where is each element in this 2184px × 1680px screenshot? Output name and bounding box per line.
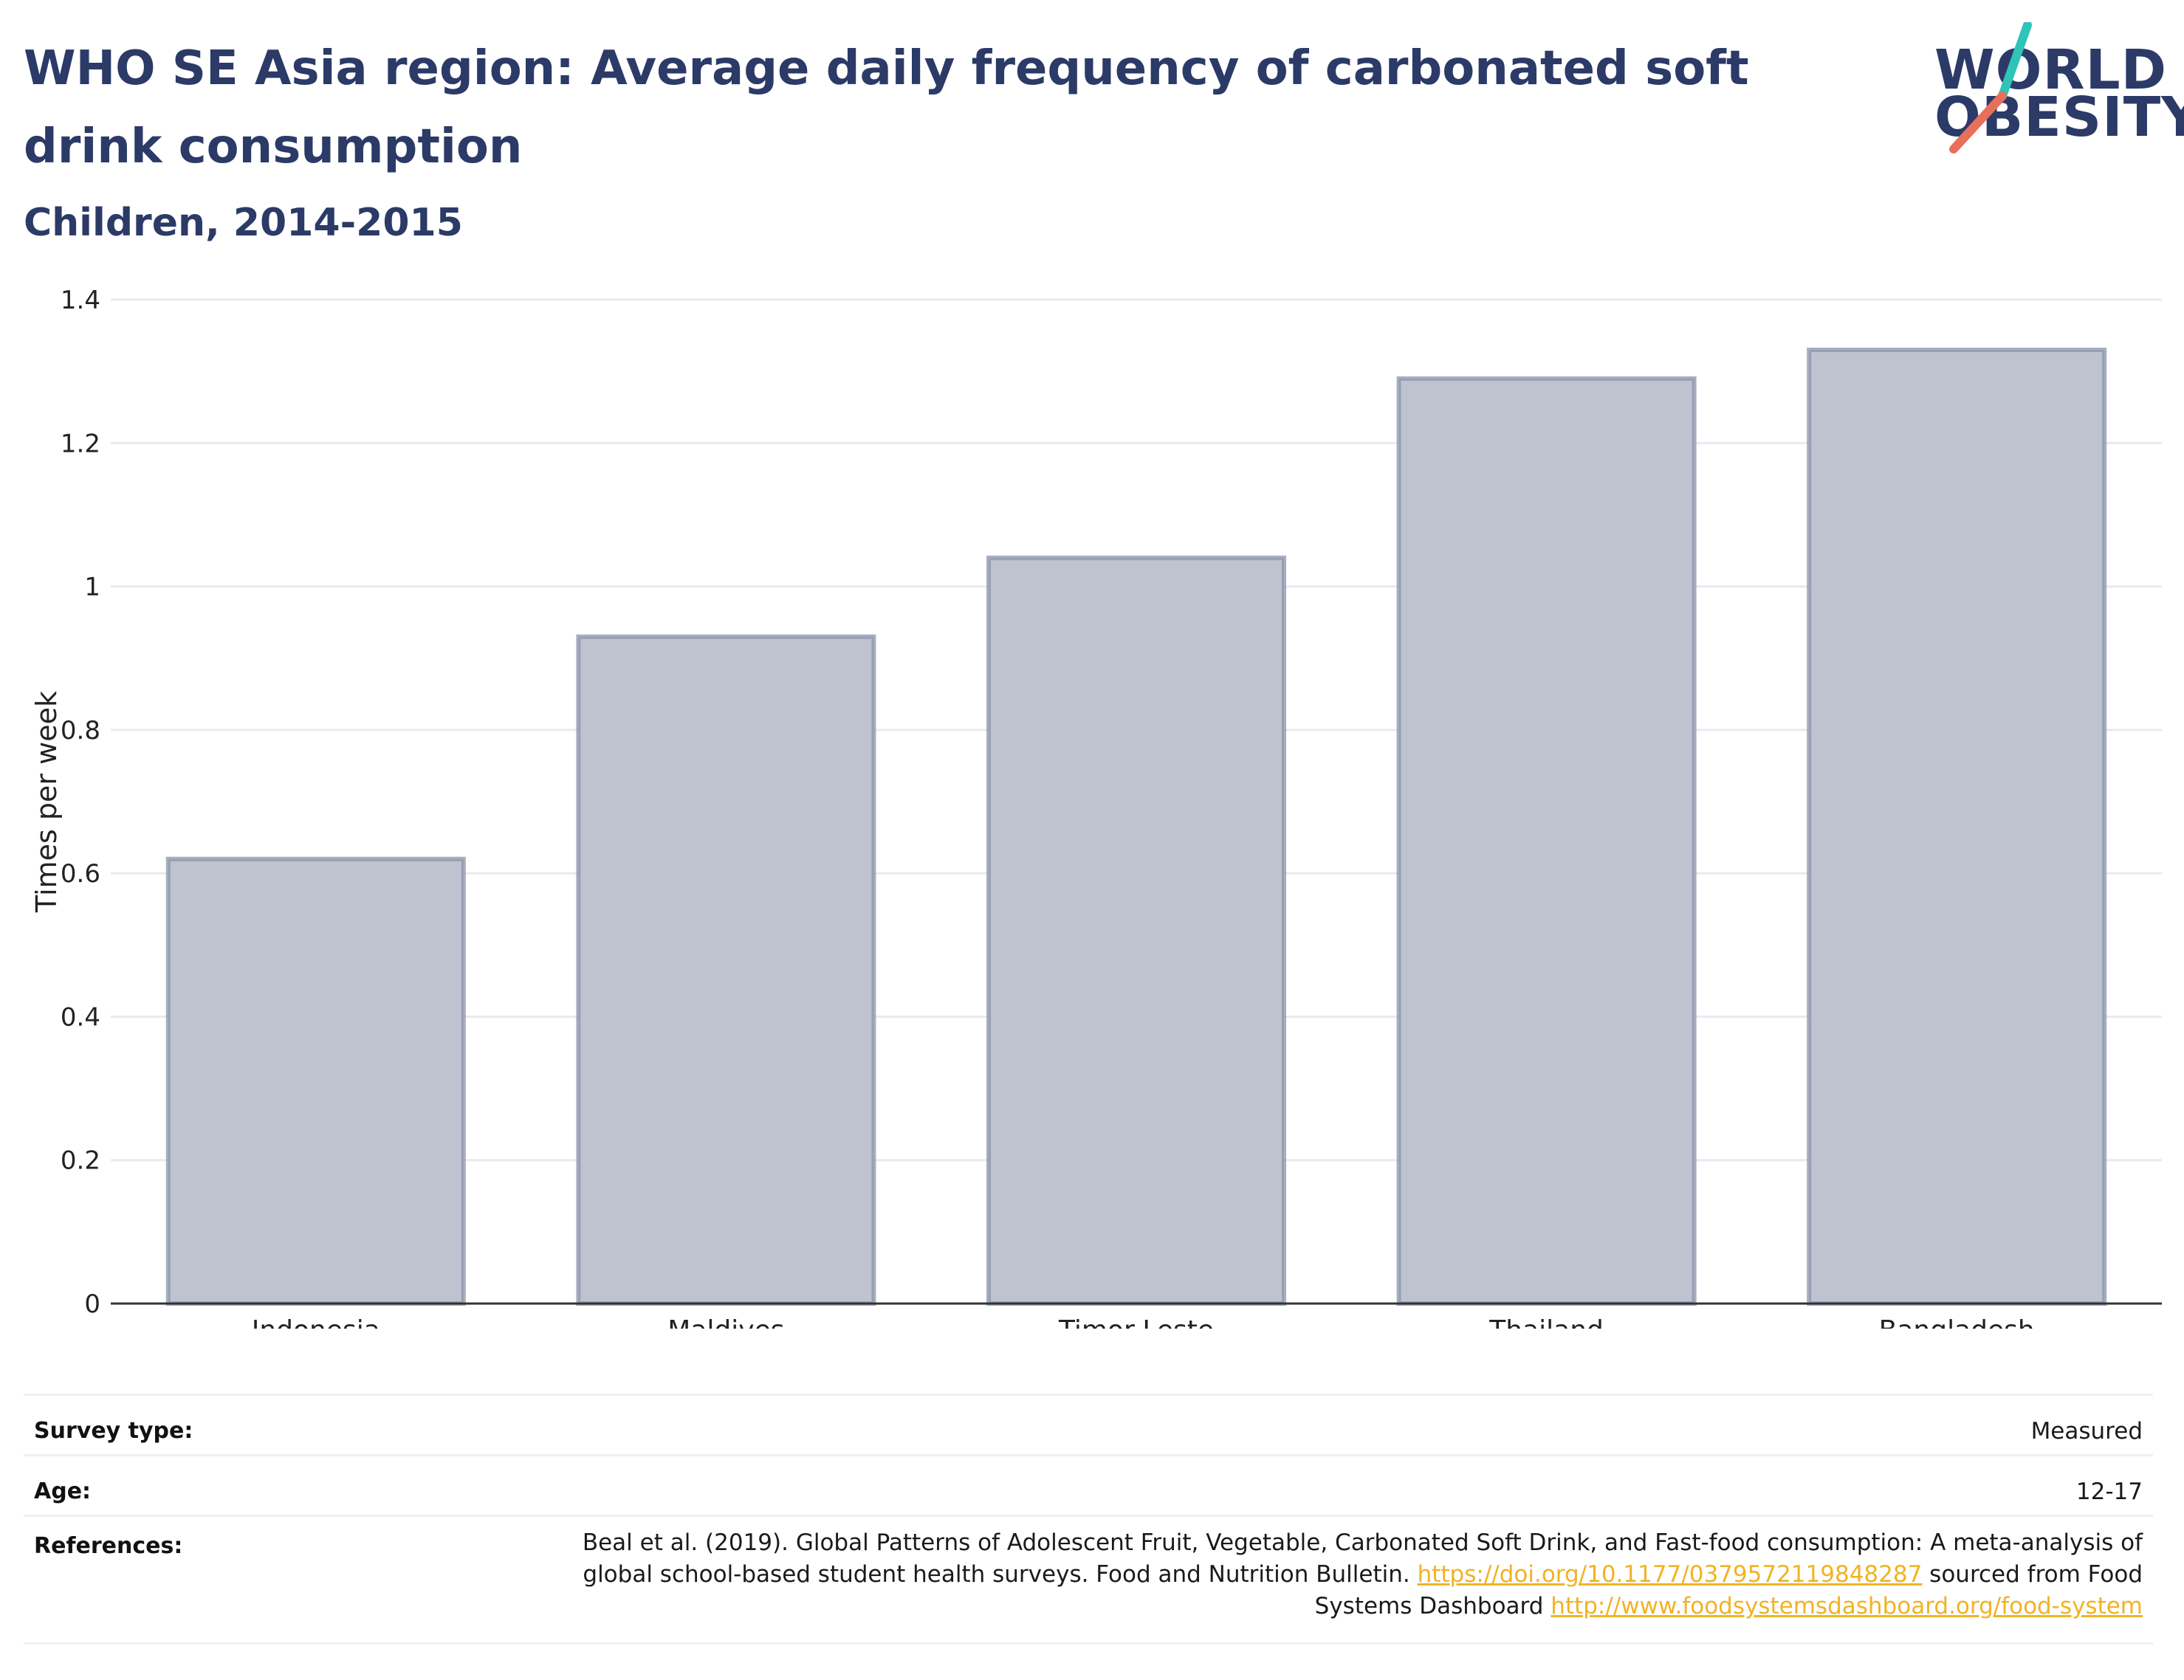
references-label: References: [34,1533,183,1559]
y-axis-label: Times per week [30,691,63,913]
y-tick-label: 0.2 [61,1146,100,1176]
reference-citation: Beal et al. (2019). Global Patterns of A… [582,1529,2143,1588]
bar-indonesia [165,856,466,1306]
logo-slash-icon [1949,22,2032,154]
age-label: Age: [34,1478,92,1504]
bar-maldives [576,634,876,1307]
bar-bangladesh [1807,348,2107,1306]
x-tick-label: Indonesia [252,1315,380,1329]
y-tick-label: 0.4 [61,1002,100,1032]
logo-line-2: OBESITY [1934,86,2184,149]
x-tick-label: Timor-Leste [1058,1315,1214,1329]
y-tick-label: 1.4 [61,286,100,315]
world-obesity-logo: WORLD OBESITY [1920,22,2184,155]
survey-type-value: Measured [2030,1418,2143,1445]
meta-row-survey-type: Survey type: Measured [24,1394,2153,1456]
chart-title: WHO SE Asia region: Average daily freque… [24,41,1749,174]
reference-source: sourced from Food Systems Dashboard [1314,1561,2143,1619]
y-tick-label: 0.8 [61,716,100,746]
x-tick-label: Maldives [667,1315,784,1329]
y-tick-label: 0.6 [61,859,100,889]
doi-link[interactable]: https://doi.org/10.1177/0379572119848287 [1417,1561,1923,1588]
bar-thailand [1396,376,1697,1306]
references-text: Beal et al. (2019). Global Patterns of A… [555,1527,2143,1622]
meta-row-age: Age: 12-17 [24,1454,2153,1517]
y-tick-label: 0 [84,1290,100,1319]
food-systems-dashboard-link[interactable]: http://www.foodsystemsdashboard.org/food… [1551,1593,2143,1619]
x-tick-label: Thailand [1488,1315,1604,1329]
bar-timor-leste [986,555,1287,1306]
bar-chart: 0 0.2 0.4 0.6 0.8 1 1.2 1.4 Indonesia Maldives Tim… [30,286,2162,1329]
age-value: 12-17 [2075,1478,2143,1505]
logo-line-1: WORLD [1934,38,2168,102]
metadata-table: Survey type: Measured Age: 12-17 Referen… [24,1394,2153,1645]
chart-subtitle: Children, 2014-2015 [24,201,463,245]
y-tick-label: 1.2 [61,429,100,458]
y-tick-label: 1 [84,573,100,602]
x-tick-label: Bangladesh [1879,1315,2035,1329]
survey-type-label: Survey type: [34,1418,193,1444]
meta-row-references: References: Beal et al. (2019). Global P… [24,1515,2153,1645]
